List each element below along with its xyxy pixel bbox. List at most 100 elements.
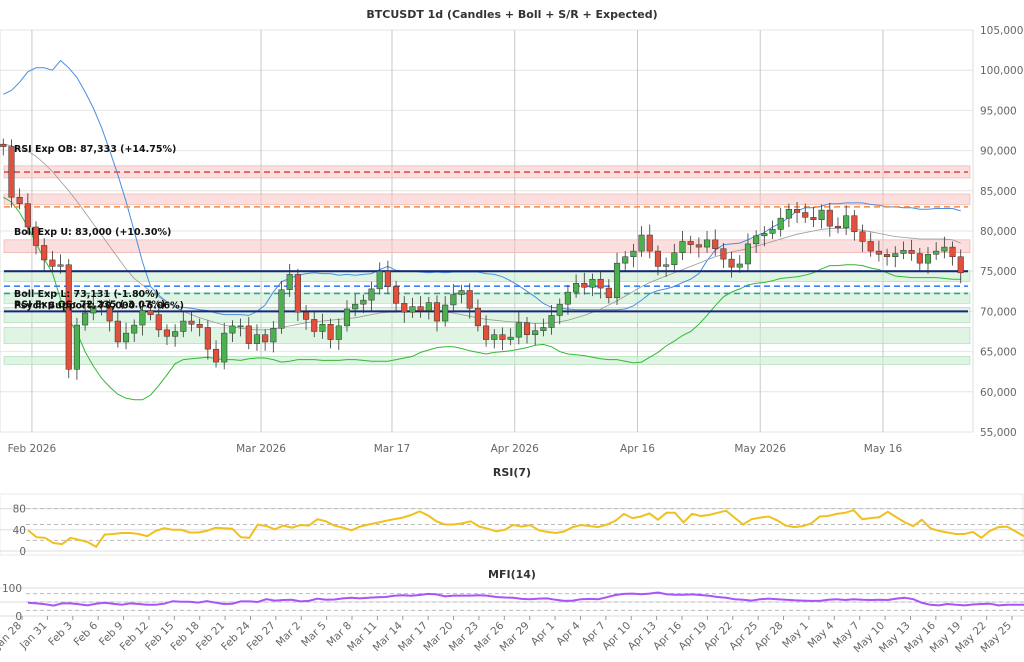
candle-body	[409, 306, 416, 313]
mfi-line	[27, 591, 1024, 607]
level-annotations: RSI Exp OB: 87,333 (+14.75%) Boll Exp U: …	[14, 144, 184, 311]
price-tick-label: 95,000	[980, 105, 1017, 117]
level-annotation: Boll Exp U: 83,000 (+10.30%)	[14, 227, 171, 238]
candle-body	[155, 314, 162, 331]
candle-body	[613, 262, 621, 298]
date-tick-label: Apr 2026	[491, 443, 540, 455]
candle-body	[393, 286, 400, 304]
candle-body	[204, 327, 211, 350]
candle-body	[622, 256, 629, 264]
candle-body	[818, 209, 825, 220]
candle-body	[532, 330, 539, 335]
date-tick-label: Jan 31	[17, 620, 49, 652]
candle-body	[352, 303, 359, 310]
rsi-tick-label: 80	[13, 504, 26, 516]
bollinger-upper-line	[3, 59, 961, 316]
candle-body	[327, 324, 334, 340]
candle-body	[303, 311, 310, 320]
candle-body	[654, 250, 661, 267]
candle-body	[630, 250, 637, 257]
candle-body	[376, 270, 383, 290]
candle-body	[679, 241, 686, 253]
date-tick-label: Mar 2	[274, 620, 304, 650]
candle-body	[41, 245, 48, 261]
candle-body	[442, 304, 449, 322]
candle-body	[556, 303, 563, 316]
date-tick-label: Feb 3	[46, 620, 75, 649]
candle-body	[172, 331, 179, 337]
price-tick-label: 65,000	[980, 347, 1017, 359]
candle-body	[139, 310, 146, 326]
candle-body	[712, 239, 719, 249]
candle-body	[646, 234, 653, 252]
candle-body	[90, 305, 97, 314]
candle-body	[515, 322, 522, 338]
candle-body	[384, 270, 391, 287]
candle-body	[728, 258, 735, 268]
candle-body	[851, 215, 858, 233]
date-tick-label: Feb 2026	[8, 443, 57, 455]
date-tick-label: Feb 27	[245, 620, 278, 653]
candle-body	[360, 299, 367, 305]
candle-body	[826, 209, 833, 227]
candle-body	[474, 307, 481, 327]
date-tick-label: May 4	[806, 619, 837, 650]
candle-body	[114, 320, 121, 343]
candle-body	[802, 212, 809, 218]
price-tick-label: 55,000	[980, 427, 1017, 439]
candle-body	[834, 225, 842, 229]
price-tick-label: 105,000	[980, 25, 1023, 37]
candle-body	[147, 310, 154, 315]
candle-body	[180, 320, 187, 332]
candle-body	[597, 278, 604, 289]
candle-body	[106, 306, 113, 322]
candle-body	[916, 253, 923, 264]
candle-body	[900, 250, 907, 254]
candle-body	[262, 334, 269, 343]
candle-body	[73, 324, 80, 370]
candle-body	[433, 302, 441, 322]
price-tick-label: 100,000	[980, 65, 1023, 77]
candle-body	[98, 305, 105, 308]
support-zone	[3, 356, 971, 365]
candle-body	[663, 264, 670, 267]
price-axis: Feb 2026 Mar 2026 Mar 17 Apr 2026 Apr 16 May …	[8, 25, 1024, 455]
resistance-zone	[3, 239, 971, 254]
chart-title: BTCUSDT 1d (Candles + Boll + S/R + Expec…	[366, 8, 657, 21]
date-tick-label: Apr 4	[554, 619, 583, 648]
candle-body	[16, 196, 23, 204]
candle-body	[908, 250, 915, 254]
candle-body	[49, 259, 56, 267]
expected-levels	[4, 171, 968, 313]
candle-body	[32, 226, 40, 246]
price-tick-label: 80,000	[980, 226, 1017, 238]
date-tick-label: Mar 2026	[236, 443, 286, 455]
candle-body	[229, 325, 236, 334]
mfi-title: MFI(14)	[488, 568, 536, 581]
candle-body	[769, 229, 776, 234]
price-tick-label: 60,000	[980, 387, 1017, 399]
mfi-tick-label: 0	[15, 611, 22, 623]
candle-body	[458, 290, 465, 295]
candle-body	[875, 250, 882, 255]
candle-body	[278, 289, 285, 329]
rsi-tick-label: 0	[19, 546, 26, 558]
candle-body	[777, 217, 784, 230]
bollinger-middle-line	[3, 143, 961, 331]
bollinger-bands	[3, 59, 961, 401]
candle-body	[196, 324, 203, 328]
candle-body	[286, 274, 293, 290]
resistance-zone	[3, 193, 971, 205]
candle-body	[483, 325, 490, 340]
candlesticks	[0, 138, 964, 380]
bollinger-lower-line	[3, 196, 961, 401]
candle-body	[335, 325, 342, 340]
date-tick-label: May 2026	[734, 443, 786, 455]
candle-body	[122, 332, 130, 343]
candle-body	[221, 332, 228, 363]
date-tick-label: Feb 6	[72, 619, 101, 648]
candle-body	[794, 209, 801, 213]
candle-body	[0, 143, 7, 147]
candle-body	[744, 243, 752, 265]
